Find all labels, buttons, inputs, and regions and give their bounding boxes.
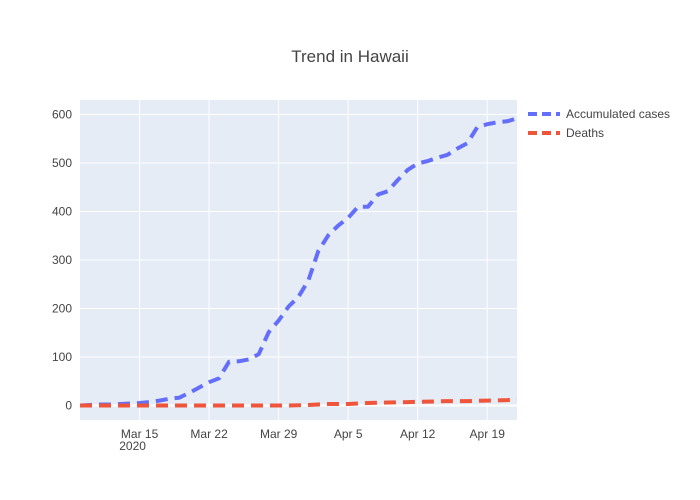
series-line-accumulated-cases [80, 116, 517, 408]
series-layer [80, 116, 517, 408]
y-tick-label: 300 [52, 253, 72, 267]
x-tick-label: Apr 12 [400, 427, 436, 441]
x-tick-label: Apr 19 [470, 427, 506, 441]
series-line-deaths [80, 397, 517, 408]
y-tick-label: 600 [52, 108, 72, 122]
y-tick-label: 500 [52, 156, 72, 170]
legend-label: Deaths [566, 126, 604, 140]
chart-title: Trend in Hawaii [291, 47, 408, 66]
gridlines [80, 100, 517, 420]
y-tick-label: 400 [52, 205, 72, 219]
x-tick-label: Mar 22 [190, 427, 228, 441]
x-tick-label: Apr 5 [334, 427, 363, 441]
legend[interactable]: Accumulated cases Deaths [528, 107, 670, 140]
x-tick-label: Mar 15 [121, 427, 159, 441]
legend-item-deaths[interactable]: Deaths [528, 126, 604, 140]
x-tick-label: Mar 29 [260, 427, 298, 441]
x-tick-year-label: 2020 [119, 439, 146, 453]
y-tick-label: 200 [52, 301, 72, 315]
y-axis: 0 100 200 300 400 500 600 [52, 108, 72, 413]
y-tick-label: 100 [52, 350, 72, 364]
y-tick-label: 0 [65, 398, 72, 412]
legend-item-accumulated-cases[interactable]: Accumulated cases [528, 107, 670, 121]
legend-label: Accumulated cases [566, 107, 670, 121]
